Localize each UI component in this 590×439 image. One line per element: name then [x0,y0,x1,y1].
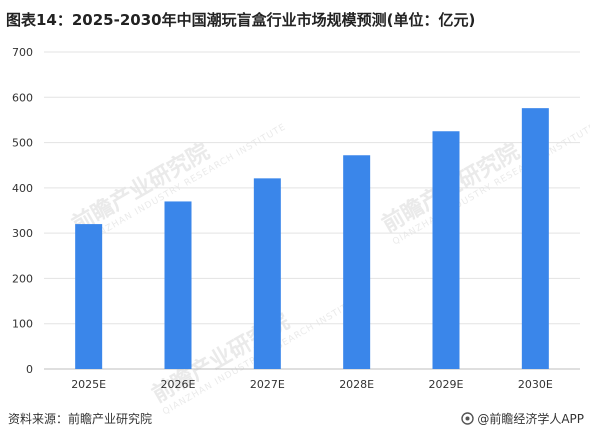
x-tick-label: 2027E [250,378,285,391]
brand-label: @前瞻经济学人APP [461,410,584,427]
x-tick-label: 2028E [339,378,374,391]
bar [521,108,549,369]
y-tick-label: 700 [12,46,33,59]
y-tick-label: 400 [12,182,33,195]
bar [432,131,460,369]
bar [164,201,192,369]
x-tick-label: 2030E [518,378,553,391]
y-tick-label: 300 [12,227,33,240]
y-tick-label: 500 [12,137,33,150]
footer: 资料来源：前瞻产业研究院 @前瞻经济学人APP [0,408,590,432]
x-tick-label: 2025E [71,378,106,391]
chart-title: 图表14：2025-2030年中国潮玩盲盒行业市场规模预测(单位：亿元) [6,11,476,29]
bar [253,178,281,369]
source-note: 资料来源：前瞻产业研究院 [8,412,153,426]
y-tick-label: 200 [12,272,33,285]
x-tick-label: 2026E [161,378,196,391]
y-tick-label: 100 [12,318,33,331]
brand-logo-icon [461,412,475,425]
x-tick-label: 2029E [429,378,464,391]
bar [343,155,371,369]
brand-text: @前瞻经济学人APP [477,412,584,426]
bar [75,224,103,369]
y-tick-label: 0 [26,363,33,376]
y-tick-label: 600 [12,91,33,104]
